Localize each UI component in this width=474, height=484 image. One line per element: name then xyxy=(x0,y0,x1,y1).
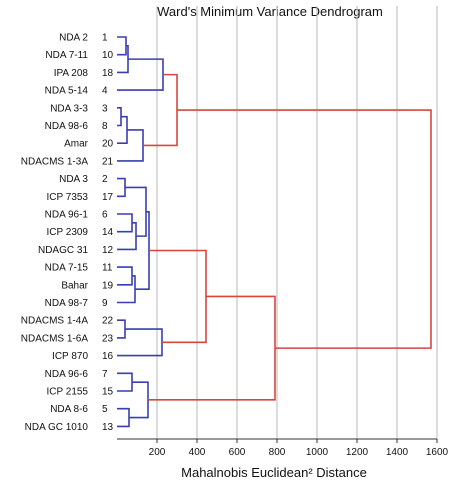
leaf-id: 12 xyxy=(102,245,114,256)
leaf-name: NDA 3-3 xyxy=(50,103,88,114)
x-tick-label: 1400 xyxy=(386,447,409,458)
dendrogram-link xyxy=(117,58,164,91)
leaf-id: 23 xyxy=(102,333,114,344)
leaf-id: 20 xyxy=(102,139,114,150)
dendrogram-link xyxy=(177,109,432,349)
chart-title: Ward's Minimum Variance Dendrogram xyxy=(157,4,383,19)
dendrogram-link xyxy=(117,407,130,428)
leaf-id: 13 xyxy=(102,422,114,433)
leaf-name: ICP 2309 xyxy=(46,227,88,238)
leaf-name: NDA 96-1 xyxy=(45,210,89,221)
x-tick-label: 1600 xyxy=(426,447,449,458)
x-tick-label: 1200 xyxy=(346,447,369,458)
leaf-id: 5 xyxy=(102,404,108,415)
dendrogram-link xyxy=(117,107,122,127)
leaf-id: 10 xyxy=(102,50,114,61)
leaf-name: NDA 3 xyxy=(59,174,88,185)
leaf-id: 9 xyxy=(102,298,108,309)
leaf-id: 15 xyxy=(102,387,114,398)
leaf-id: 22 xyxy=(102,316,114,327)
leaf-name: ICP 7353 xyxy=(46,192,88,203)
dendrogram-link xyxy=(117,319,126,339)
dendrogram-link xyxy=(117,129,144,162)
leaf-name: Bahar xyxy=(61,280,88,291)
leaf-id: 2 xyxy=(102,174,108,185)
leaf-name: Amar xyxy=(64,139,89,150)
leaf-id: 19 xyxy=(102,280,114,291)
leaf-name: NDA 7-11 xyxy=(45,50,88,61)
leaf-id: 7 xyxy=(102,369,108,380)
leaf-id: 1 xyxy=(102,33,108,44)
leaf-name: NDA 5-14 xyxy=(45,86,89,97)
dendrogram-links xyxy=(117,36,432,428)
leaf-name: ICP 870 xyxy=(52,351,88,362)
leaf-name: NDA 96-6 xyxy=(45,369,89,380)
leaf-name: NDA 8-6 xyxy=(50,404,88,415)
leaf-name: NDA 98-6 xyxy=(45,121,89,132)
dendrogram-link xyxy=(117,372,133,392)
leaf-name: ICP 2155 xyxy=(46,387,88,398)
leaf-name: NDACMS 1-3A xyxy=(21,156,89,167)
leaf-name: NDACMS 1-4A xyxy=(21,316,89,327)
leaf-name: NDAGC 31 xyxy=(38,245,88,256)
dendrogram-link xyxy=(117,36,127,56)
leaf-id: 18 xyxy=(102,68,114,79)
leaf-id: 21 xyxy=(102,156,114,167)
leaf-name: NDA 7-15 xyxy=(45,263,89,274)
leaf-name: NDA GC 1010 xyxy=(25,422,89,433)
x-axis-label: Mahalnobis Euclidean² Distance xyxy=(181,465,367,480)
dendrogram-link xyxy=(117,222,137,251)
leaf-id: 17 xyxy=(102,192,114,203)
x-tick-label: 400 xyxy=(189,447,206,458)
x-tick-label: 600 xyxy=(229,447,246,458)
dendrogram-link xyxy=(135,210,150,291)
x-axis: 200 400 600 800 1000 1200 1400 1600 xyxy=(117,438,449,458)
leaf-id: 8 xyxy=(102,121,108,132)
dendrogram-link xyxy=(148,295,276,401)
leaf-name: NDACMS 1-6A xyxy=(21,333,89,344)
leaf-name: NDA 2 xyxy=(59,33,88,44)
dendrogram-link xyxy=(143,73,178,147)
x-tick-label: 1000 xyxy=(306,447,329,458)
dendrogram-link xyxy=(117,213,133,233)
dendrogram-link xyxy=(117,177,126,198)
x-tick-label: 200 xyxy=(149,447,166,458)
x-tick-label: 800 xyxy=(269,447,286,458)
leaf-id: 16 xyxy=(102,351,114,362)
leaf-id: 4 xyxy=(102,86,108,97)
leaf-id: 14 xyxy=(102,227,114,238)
dendrogram-link xyxy=(117,328,163,357)
dendrogram-link xyxy=(117,115,128,144)
leaf-id: 11 xyxy=(102,263,113,274)
grid-lines xyxy=(156,6,438,439)
leaf-id: 3 xyxy=(102,103,108,114)
dendrogram-link xyxy=(117,266,133,286)
leaf-id: 6 xyxy=(102,210,108,221)
leaf-name: NDA 98-7 xyxy=(45,298,89,309)
leaf-labels: NDA 2 1 NDA 7-11 10 IPA 208 18 NDA 5-14 4 NDA 3-… xyxy=(21,33,114,433)
leaf-name: IPA 208 xyxy=(54,68,89,79)
